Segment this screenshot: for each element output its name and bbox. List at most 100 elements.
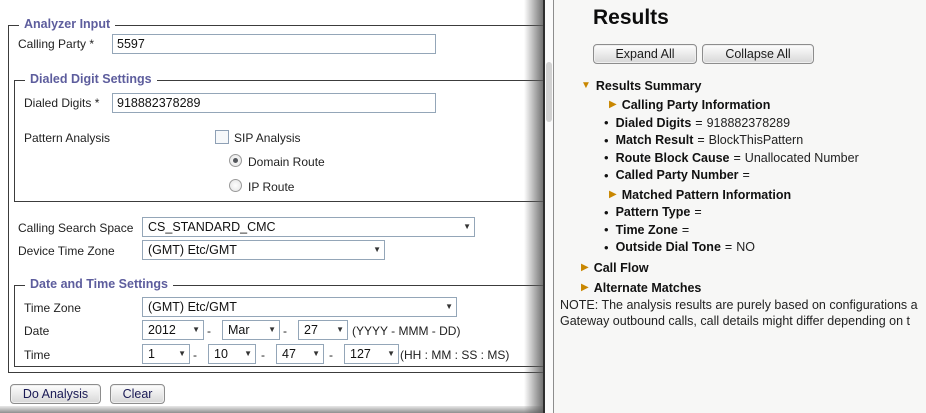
time-zone-label: Time Zone bbox=[24, 301, 81, 315]
dropdown-arrow-icon: ▼ bbox=[178, 349, 186, 358]
ip-route-radio[interactable] bbox=[229, 179, 242, 192]
results-title: Results bbox=[593, 6, 669, 29]
time-ms-value: 127 bbox=[350, 347, 371, 361]
tree-expand-icon: ▶ bbox=[581, 282, 589, 294]
results-tree: ▼ Results Summary ▶ Calling Party Inform… bbox=[554, 74, 926, 297]
pattern-analysis-label: Pattern Analysis bbox=[24, 131, 111, 145]
date-day-value: 27 bbox=[304, 323, 318, 337]
tree-item-label: Match Result bbox=[615, 133, 694, 148]
dropdown-arrow-icon: ▼ bbox=[387, 349, 395, 358]
left-panel-vertical-scrollbar[interactable] bbox=[545, 0, 553, 413]
time-ms-select[interactable]: 127 ▼ bbox=[344, 344, 399, 364]
note-line-1: NOTE: The analysis results are purely ba… bbox=[560, 298, 918, 312]
dropdown-arrow-icon: ▼ bbox=[268, 325, 276, 334]
date-day-select[interactable]: 27 ▼ bbox=[298, 320, 348, 340]
dialed-digit-settings-legend: Dialed Digit Settings bbox=[25, 72, 157, 86]
right-panel-border-line bbox=[553, 0, 554, 413]
bullet-icon: • bbox=[604, 132, 609, 148]
tree-item-time-zone: • Time Zone = bbox=[554, 221, 926, 239]
bullet-icon: • bbox=[604, 115, 609, 131]
tree-section-label: Call Flow bbox=[593, 260, 649, 275]
dialed-digit-settings-fieldset: Dialed Digit Settings bbox=[14, 72, 543, 202]
time-hour-select[interactable]: 1 ▼ bbox=[142, 344, 190, 364]
tree-section-label: Results Summary bbox=[595, 78, 702, 93]
domain-route-label: Domain Route bbox=[248, 155, 325, 169]
date-month-select[interactable]: Mar ▼ bbox=[222, 320, 280, 340]
device-time-zone-value: (GMT) Etc/GMT bbox=[148, 243, 237, 257]
equals-sign: = bbox=[733, 150, 741, 165]
tree-item-value: Unallocated Number bbox=[744, 150, 859, 165]
sip-analysis-label: SIP Analysis bbox=[234, 131, 301, 145]
domain-route-radio[interactable] bbox=[229, 154, 242, 167]
tree-section-matched-pattern-information[interactable]: ▶ Matched Pattern Information bbox=[554, 186, 926, 204]
scrollbar-thumb[interactable] bbox=[546, 62, 552, 122]
calling-party-input[interactable] bbox=[112, 34, 436, 54]
ip-route-label: IP Route bbox=[248, 180, 295, 194]
dropdown-arrow-icon: ▼ bbox=[244, 349, 252, 358]
collapse-all-button[interactable]: Collapse All bbox=[702, 44, 814, 64]
expand-all-button[interactable]: Expand All bbox=[593, 44, 697, 64]
dropdown-arrow-icon: ▼ bbox=[312, 349, 320, 358]
date-time-settings-legend: Date and Time Settings bbox=[25, 277, 173, 291]
tree-expand-icon: ▶ bbox=[609, 188, 617, 200]
dropdown-arrow-icon: ▼ bbox=[463, 222, 471, 231]
tree-section-alternate-matches[interactable]: ▶ Alternate Matches bbox=[554, 280, 926, 298]
calling-search-space-select[interactable]: CS_STANDARD_CMC ▼ bbox=[142, 217, 475, 237]
dropdown-arrow-icon: ▼ bbox=[336, 325, 344, 334]
date-year-value: 2012 bbox=[148, 323, 176, 337]
tree-section-label: Calling Party Information bbox=[621, 98, 771, 113]
tree-item-value: BlockThisPattern bbox=[708, 133, 804, 148]
bullet-icon: • bbox=[604, 167, 609, 183]
tree-item-outside-dial-tone: • Outside Dial Tone = NO bbox=[554, 239, 926, 257]
date-separator: - bbox=[283, 324, 287, 338]
time-minute-select[interactable]: 10 ▼ bbox=[208, 344, 256, 364]
dialed-digits-input[interactable] bbox=[112, 93, 436, 113]
equals-sign: = bbox=[724, 240, 733, 255]
time-zone-select[interactable]: (GMT) Etc/GMT ▼ bbox=[142, 297, 457, 317]
tree-expand-icon: ▶ bbox=[609, 99, 617, 111]
time-separator: - bbox=[261, 348, 265, 362]
dropdown-arrow-icon: ▼ bbox=[373, 245, 381, 254]
time-second-select[interactable]: 47 ▼ bbox=[276, 344, 324, 364]
tree-collapse-icon: ▼ bbox=[581, 79, 591, 91]
calling-search-space-label: Calling Search Space bbox=[18, 221, 134, 235]
tree-item-label: Outside Dial Tone bbox=[615, 240, 721, 255]
tree-item-label: Dialed Digits bbox=[615, 115, 692, 130]
equals-sign: = bbox=[695, 115, 703, 130]
tree-item-route-block-cause: • Route Block Cause = Unallocated Number bbox=[554, 149, 926, 167]
results-note: NOTE: The analysis results are purely ba… bbox=[560, 297, 926, 329]
results-panel: Results Expand All Collapse All ▼ Result… bbox=[554, 0, 926, 413]
bullet-icon: • bbox=[604, 150, 609, 166]
time-label: Time bbox=[24, 348, 51, 362]
sip-analysis-checkbox[interactable] bbox=[215, 130, 229, 144]
date-year-select[interactable]: 2012 ▼ bbox=[142, 320, 204, 340]
tree-item-value: NO bbox=[736, 240, 755, 255]
tree-section-calling-party-information[interactable]: ▶ Calling Party Information bbox=[554, 97, 926, 115]
note-line-2: Gateway outbound calls, call details mig… bbox=[560, 314, 910, 328]
equals-sign: = bbox=[697, 133, 705, 148]
time-format-hint: (HH : MM : SS : MS) bbox=[400, 348, 510, 362]
date-month-value: Mar bbox=[228, 323, 250, 337]
date-label: Date bbox=[24, 324, 50, 338]
clear-button[interactable]: Clear bbox=[110, 384, 165, 404]
time-separator: - bbox=[193, 348, 197, 362]
equals-sign: = bbox=[681, 222, 690, 237]
equals-sign: = bbox=[694, 205, 702, 220]
tree-section-results-summary[interactable]: ▼ Results Summary bbox=[554, 77, 926, 95]
tree-item-label: Called Party Number bbox=[615, 168, 739, 183]
device-time-zone-select[interactable]: (GMT) Etc/GMT ▼ bbox=[142, 240, 385, 260]
tree-section-call-flow[interactable]: ▶ Call Flow bbox=[554, 259, 926, 277]
bullet-icon: • bbox=[604, 222, 609, 238]
left-panel-horizontal-scrollbar[interactable] bbox=[0, 406, 543, 413]
tree-section-label: Matched Pattern Information bbox=[621, 187, 792, 202]
tree-item-pattern-type: • Pattern Type = bbox=[554, 204, 926, 222]
tree-item-label: Pattern Type bbox=[615, 205, 691, 220]
device-time-zone-label: Device Time Zone bbox=[18, 244, 115, 258]
analyzer-input-panel: Analyzer Input Dialed Digit Settings Dat… bbox=[0, 17, 543, 413]
dialed-digits-label: Dialed Digits * bbox=[24, 96, 100, 110]
time-second-value: 47 bbox=[282, 347, 296, 361]
time-minute-value: 10 bbox=[214, 347, 228, 361]
do-analysis-button[interactable]: Do Analysis bbox=[10, 384, 101, 404]
analyzer-input-legend: Analyzer Input bbox=[19, 17, 116, 31]
bullet-icon: • bbox=[604, 239, 609, 255]
